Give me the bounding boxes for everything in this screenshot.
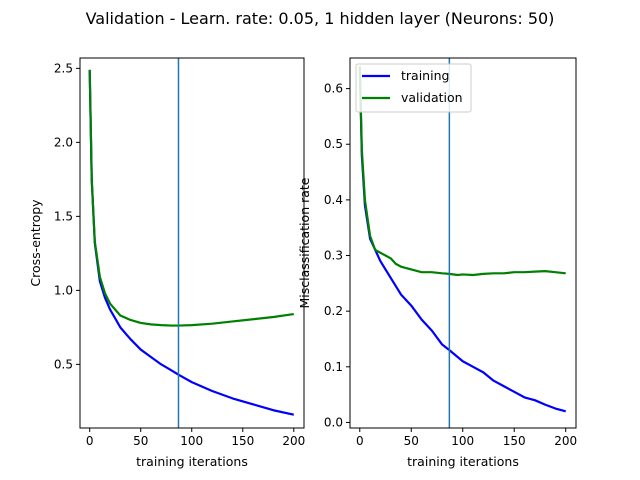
x-tick-label: 50: [133, 434, 148, 448]
y-tick-label: 0.6: [324, 82, 343, 96]
series-line-series-0: [88, 69, 295, 416]
x-tick-label: 100: [451, 434, 474, 448]
y-tick-label: 0.3: [324, 249, 343, 263]
plot-area: [80, 58, 304, 428]
x-axis-label: training iterations: [136, 454, 248, 469]
x-tick-label: 0: [86, 434, 94, 448]
x-tick-label: 50: [404, 434, 419, 448]
plot-misclassification-rate: 0 50 100 150 200 0.0 0.1 0.2 0.3 0.4 0.5 0.6 trainin…: [297, 57, 577, 469]
plot-cross-entropy: 0 50 100 150 200 0.5 1.0 1.5 2.0 2.5 training iter…: [28, 57, 305, 469]
y-tick-label: 2.5: [54, 61, 73, 75]
y-axis-label: Cross-entropy: [28, 199, 43, 287]
y-tick-label: 0.0: [324, 415, 343, 429]
x-tick-label: 100: [180, 434, 203, 448]
series-line-series-1: [88, 69, 294, 327]
series-line-validation: [358, 66, 566, 277]
figure-title: Validation - Learn. rate: 0.05, 1 hidden…: [86, 9, 555, 28]
legend: training validation: [355, 63, 472, 113]
x-axis-label: training iterations: [407, 454, 519, 469]
y-tick-label: 0.4: [324, 193, 343, 207]
y-tick-label: 0.5: [54, 357, 73, 371]
y-tick-label: 1.0: [54, 283, 73, 297]
legend-label-validation: validation: [401, 90, 463, 105]
y-axis-label: Misclassification rate: [297, 177, 312, 308]
x-tick-label: 150: [503, 434, 526, 448]
x-tick-label: 150: [231, 434, 254, 448]
x-tick-label: 200: [554, 434, 577, 448]
x-tick-label: 0: [356, 434, 364, 448]
y-tick-label: 2.0: [54, 135, 73, 149]
y-tick-label: 0.2: [324, 304, 343, 318]
y-tick-label: 0.5: [324, 137, 343, 151]
legend-label-training: training: [401, 68, 449, 83]
y-tick-label: 1.5: [54, 209, 73, 223]
plot-area: [350, 58, 576, 428]
x-tick-label: 200: [282, 434, 305, 448]
y-tick-label: 0.1: [324, 360, 343, 374]
